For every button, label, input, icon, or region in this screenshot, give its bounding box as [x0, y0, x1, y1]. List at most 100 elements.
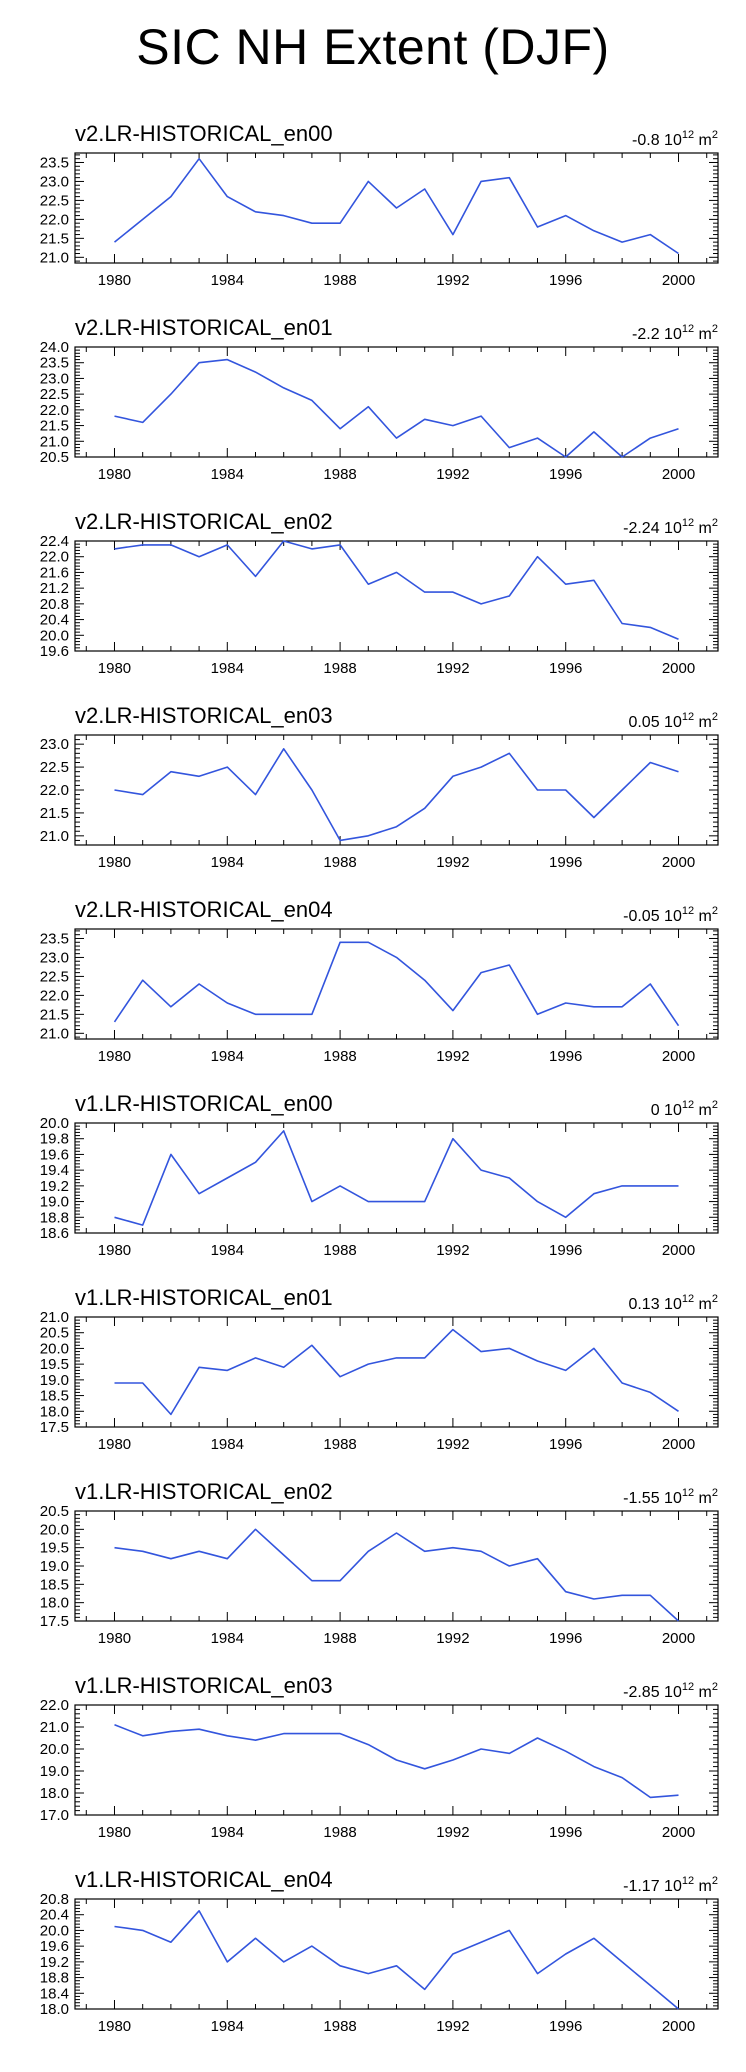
- x-tick-label: 1980: [98, 1242, 131, 1259]
- data-point: [424, 188, 426, 190]
- data-point: [311, 222, 313, 224]
- data-point: [395, 1759, 397, 1761]
- y-tick-label: 20.4: [40, 1907, 69, 1924]
- data-point: [170, 544, 172, 546]
- data-point: [565, 1002, 567, 1004]
- y-tick-label: 17.5: [40, 1419, 69, 1436]
- data-point: [649, 1185, 651, 1187]
- data-point: [395, 437, 397, 439]
- data-point: [254, 1013, 256, 1015]
- data-point: [424, 1357, 426, 1359]
- y-tick-label: 18.0: [40, 2001, 69, 2018]
- x-tick-label: 1996: [549, 854, 582, 871]
- x-tick-label: 1984: [211, 854, 244, 871]
- data-point: [480, 1350, 482, 1352]
- data-point: [536, 1013, 538, 1015]
- data-point: [395, 207, 397, 209]
- y-tick-label: 18.4: [40, 1985, 69, 2002]
- x-tick-label: 1980: [98, 1824, 131, 1841]
- trend-part: -0.05 10: [623, 908, 682, 925]
- trend-part: 0.05 10: [628, 714, 681, 731]
- panel-title: v2.LR-HISTORICAL_en04: [75, 897, 333, 922]
- trend-label: -1.17 1012 m2: [623, 1875, 718, 1895]
- x-tick-label: 1992: [436, 854, 469, 871]
- data-point: [367, 1972, 369, 1974]
- data-point: [141, 544, 143, 546]
- data-point: [113, 1216, 115, 1218]
- data-point: [480, 180, 482, 182]
- data-point: [282, 1366, 284, 1368]
- x-tick-label: 1988: [323, 1436, 356, 1453]
- data-point: [565, 1369, 567, 1371]
- data-point: [508, 1752, 510, 1754]
- x-tick-label: 1996: [549, 272, 582, 289]
- data-point: [367, 835, 369, 837]
- data-point: [339, 1185, 341, 1187]
- x-tick-label: 2000: [662, 272, 695, 289]
- y-tick-label: 21.0: [40, 433, 69, 450]
- data-point: [621, 1006, 623, 1008]
- trend-part: 12: [682, 1681, 694, 1693]
- data-point: [311, 1344, 313, 1346]
- data-point: [141, 1735, 143, 1737]
- chart-panel-3: v2.LR-HISTORICAL_en03 0.05 1012 m2 1980 198…: [40, 703, 719, 871]
- data-point: [536, 437, 538, 439]
- data-point: [141, 1550, 143, 1552]
- data-point: [141, 793, 143, 795]
- y-tick-label: 21.5: [40, 418, 69, 435]
- y-tick-label: 19.4: [40, 1162, 69, 1179]
- y-tick-label: 20.0: [40, 1115, 69, 1132]
- x-tick-label: 1996: [549, 1048, 582, 1065]
- data-point: [226, 766, 228, 768]
- data-point: [677, 1410, 679, 1412]
- data-point: [170, 1153, 172, 1155]
- data-point: [141, 1382, 143, 1384]
- y-tick-label: 22.0: [40, 782, 69, 799]
- data-point: [282, 748, 284, 750]
- data-point: [367, 1200, 369, 1202]
- data-point: [649, 1391, 651, 1393]
- data-point: [254, 575, 256, 577]
- data-point: [367, 1550, 369, 1552]
- trend-part: 12: [682, 1099, 694, 1111]
- y-tick-label: 22.0: [40, 402, 69, 419]
- data-point: [565, 1590, 567, 1592]
- data-point: [565, 583, 567, 585]
- y-tick-label: 18.8: [40, 1209, 69, 1226]
- data-point: [254, 1161, 256, 1163]
- data-point: [339, 1579, 341, 1581]
- x-tick-label: 1984: [211, 466, 244, 483]
- data-point: [593, 579, 595, 581]
- chart-panel-6: v1.LR-HISTORICAL_en01 0.13 1012 m2 1980 198…: [40, 1285, 719, 1453]
- y-tick-label: 21.5: [40, 805, 69, 822]
- series-line: [114, 1130, 679, 1226]
- data-point: [452, 1546, 454, 1548]
- y-tick-label: 20.0: [40, 1741, 69, 1758]
- data-point: [621, 1961, 623, 1963]
- data-point: [113, 1925, 115, 1927]
- x-tick-label: 2000: [662, 1824, 695, 1841]
- data-point: [480, 1550, 482, 1552]
- data-point: [311, 1732, 313, 1734]
- panel-title: v1.LR-HISTORICAL_en01: [75, 1285, 333, 1310]
- y-tick-label: 22.5: [40, 968, 69, 985]
- data-point: [339, 1376, 341, 1378]
- y-tick-label: 19.0: [40, 1558, 69, 1575]
- y-tick-label: 19.0: [40, 1194, 69, 1211]
- data-point: [452, 775, 454, 777]
- y-tick-label: 17.0: [40, 1807, 69, 1824]
- data-point: [677, 1620, 679, 1622]
- y-tick-label: 23.5: [40, 154, 69, 171]
- x-tick-label: 1988: [323, 2018, 356, 2035]
- y-tick-label: 20.5: [40, 449, 69, 466]
- y-tick-label: 22.5: [40, 192, 69, 209]
- plot-frame: [74, 346, 719, 458]
- data-point: [508, 1929, 510, 1931]
- trend-part: -2.2 10: [632, 326, 682, 343]
- x-tick-label: 1992: [436, 1048, 469, 1065]
- data-point: [424, 1550, 426, 1552]
- data-point: [565, 789, 567, 791]
- y-tick-label: 17.5: [40, 1613, 69, 1630]
- x-tick-label: 1996: [549, 1242, 582, 1259]
- data-point: [311, 399, 313, 401]
